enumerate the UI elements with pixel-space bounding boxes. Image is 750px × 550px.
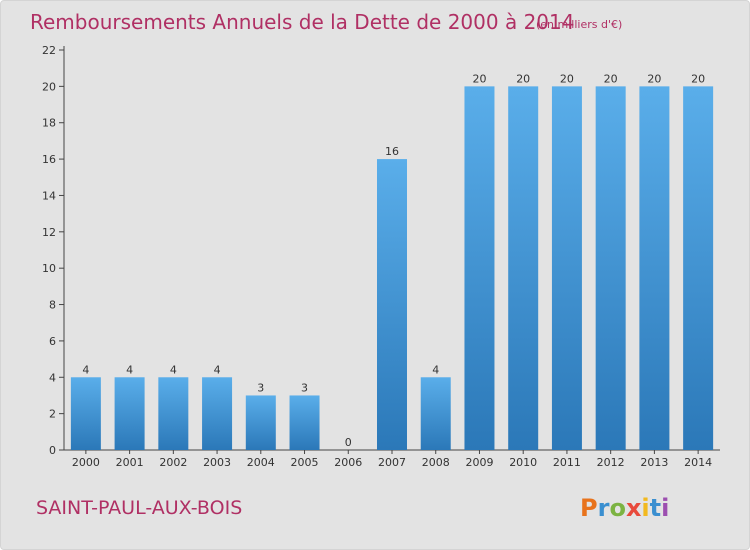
x-tick-label: 2005 bbox=[291, 456, 319, 469]
bar-2003 bbox=[202, 377, 233, 450]
chart-subtitle: (en milliers d'€) bbox=[536, 18, 622, 31]
y-tick-label: 18 bbox=[42, 117, 56, 130]
bars: 4 4 4 4 3 3 0 16 4 20 20 20 20 20 20 bbox=[70, 72, 714, 450]
y-tick-label: 12 bbox=[42, 226, 56, 239]
y-tick-label: 2 bbox=[49, 408, 56, 421]
bar-value-label: 20 bbox=[691, 72, 705, 85]
bar-2007 bbox=[377, 159, 407, 450]
y-tick-label: 14 bbox=[42, 189, 56, 202]
y-tick-label: 20 bbox=[42, 80, 56, 93]
bar-value-label: 4 bbox=[214, 363, 221, 376]
y-tick-label: 8 bbox=[49, 299, 56, 312]
bar-2011 bbox=[551, 86, 582, 450]
commune-name: SAINT-PAUL-AUX-BOIS bbox=[36, 497, 242, 519]
bar-value-label: 0 bbox=[345, 436, 352, 449]
chart-title: Remboursements Annuels de la Dette de 20… bbox=[30, 10, 574, 34]
bar-value-label: 3 bbox=[257, 381, 264, 394]
x-tick-label: 2000 bbox=[72, 456, 100, 469]
x-tick-label: 2006 bbox=[334, 456, 362, 469]
y-tick-label: 10 bbox=[42, 262, 56, 275]
x-tick-label: 2011 bbox=[553, 456, 581, 469]
bar-2012 bbox=[595, 86, 626, 450]
bar-value-label: 20 bbox=[647, 72, 661, 85]
y-tick-label: 6 bbox=[49, 335, 56, 348]
bar-value-label: 20 bbox=[472, 72, 486, 85]
bar-2013 bbox=[639, 86, 670, 450]
bar-value-label: 4 bbox=[170, 363, 177, 376]
x-tick-label: 2013 bbox=[640, 456, 668, 469]
bar-value-label: 20 bbox=[604, 72, 618, 85]
bar-2009 bbox=[464, 86, 495, 450]
bar-2001 bbox=[114, 377, 145, 450]
bar-value-label: 4 bbox=[126, 363, 133, 376]
bar-2004 bbox=[245, 395, 276, 450]
x-tick-label: 2012 bbox=[597, 456, 625, 469]
bar-value-label: 20 bbox=[516, 72, 530, 85]
x-tick-label: 2007 bbox=[378, 456, 406, 469]
y-tick-label: 22 bbox=[42, 44, 56, 57]
bar-2008 bbox=[420, 377, 451, 450]
x-tick-label: 2001 bbox=[116, 456, 144, 469]
bar-value-label: 16 bbox=[385, 145, 399, 158]
x-tick-label: 2002 bbox=[159, 456, 187, 469]
bar-value-label: 4 bbox=[82, 363, 89, 376]
bar-value-label: 20 bbox=[560, 72, 574, 85]
y-tick-label: 4 bbox=[49, 371, 56, 384]
bar-2014 bbox=[683, 86, 714, 450]
x-tick-label: 2014 bbox=[684, 456, 712, 469]
bar-2000 bbox=[70, 377, 101, 450]
bar-2005 bbox=[289, 395, 320, 450]
y-tick-label: 16 bbox=[42, 153, 56, 166]
bar-value-label: 4 bbox=[432, 363, 439, 376]
y-tick-label: 0 bbox=[49, 444, 56, 457]
bar-2010 bbox=[508, 86, 539, 450]
proxiti-logo: Proxiti bbox=[580, 494, 669, 522]
bar-2002 bbox=[158, 377, 189, 450]
x-tick-label: 2008 bbox=[422, 456, 450, 469]
x-tick-label: 2003 bbox=[203, 456, 231, 469]
x-tick-label: 2004 bbox=[247, 456, 275, 469]
x-tick-label: 2009 bbox=[465, 456, 493, 469]
x-tick-label: 2010 bbox=[509, 456, 537, 469]
bar-value-label: 3 bbox=[301, 381, 308, 394]
